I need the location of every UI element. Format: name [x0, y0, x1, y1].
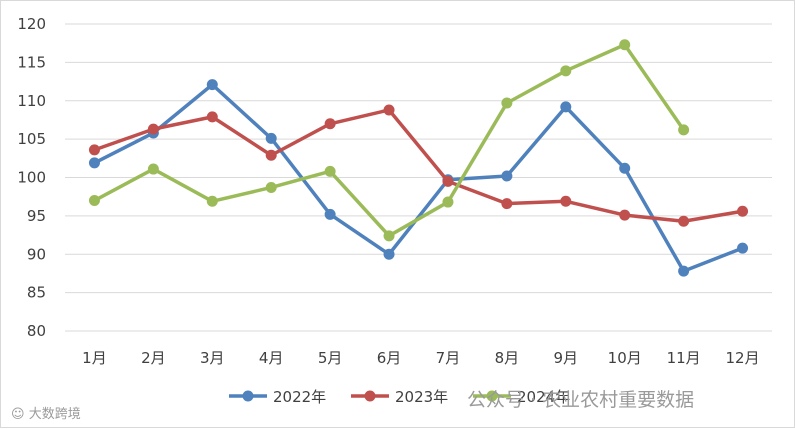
data-point: [442, 196, 454, 208]
data-point: [265, 132, 277, 144]
x-tick-label: 6月: [377, 349, 402, 367]
x-tick-label: 12月: [725, 349, 759, 367]
data-point: [560, 101, 572, 113]
y-tick-label: 85: [27, 284, 46, 302]
data-point: [678, 124, 690, 136]
watermark-left: ☺ 大数跨境: [11, 407, 81, 422]
data-point: [88, 157, 100, 169]
y-tick-label: 110: [17, 92, 46, 110]
data-point: [737, 205, 749, 217]
data-point: [560, 195, 572, 207]
x-tick-label: 7月: [436, 349, 461, 367]
data-point: [147, 123, 159, 135]
data-point: [619, 39, 631, 51]
y-tick-label: 115: [17, 53, 46, 71]
y-tick-label: 80: [27, 322, 46, 340]
y-tick-label: 105: [17, 130, 46, 148]
x-tick-label: 2月: [141, 349, 166, 367]
data-point: [501, 97, 513, 109]
data-point: [501, 198, 513, 210]
data-point: [678, 215, 690, 227]
data-point: [324, 165, 336, 177]
data-point: [619, 162, 631, 174]
data-point: [324, 208, 336, 220]
legend-label: 2024年: [517, 388, 570, 406]
data-point: [265, 181, 277, 193]
legend-label: 2022年: [273, 388, 326, 406]
data-point: [678, 265, 690, 277]
watermark-icon: ☺: [11, 407, 29, 422]
data-point: [737, 242, 749, 254]
x-tick-label: 8月: [495, 349, 520, 367]
watermark-right: 公众号 · 农业农村重要数据: [467, 389, 695, 411]
data-point: [383, 104, 395, 116]
x-tick-label: 5月: [318, 349, 343, 367]
legend-swatch-marker: [486, 390, 498, 402]
legend-label: 2023年: [395, 388, 448, 406]
data-point: [560, 65, 572, 77]
x-tick-label: 9月: [554, 349, 579, 367]
data-point: [383, 230, 395, 242]
data-point: [206, 79, 218, 91]
data-point: [265, 149, 277, 161]
x-tick-label: 1月: [82, 349, 107, 367]
x-tick-label: 11月: [667, 349, 701, 367]
data-point: [501, 170, 513, 182]
legend-swatch-marker: [242, 390, 254, 402]
x-tick-label: 10月: [608, 349, 642, 367]
series-line: [92, 108, 745, 223]
data-point: [88, 144, 100, 156]
y-tick-label: 100: [17, 169, 46, 187]
data-point: [147, 163, 159, 175]
y-tick-label: 95: [27, 207, 46, 225]
data-point: [442, 175, 454, 187]
x-tick-label: 4月: [259, 349, 284, 367]
y-tick-label: 90: [27, 245, 46, 263]
legend-swatch-marker: [364, 390, 376, 402]
data-point: [206, 195, 218, 207]
x-tick-label: 3月: [200, 349, 225, 367]
data-point: [383, 248, 395, 260]
data-point: [88, 195, 100, 207]
data-point: [324, 118, 336, 130]
data-point: [206, 111, 218, 123]
y-tick-label: 120: [17, 15, 46, 33]
data-point: [619, 209, 631, 221]
